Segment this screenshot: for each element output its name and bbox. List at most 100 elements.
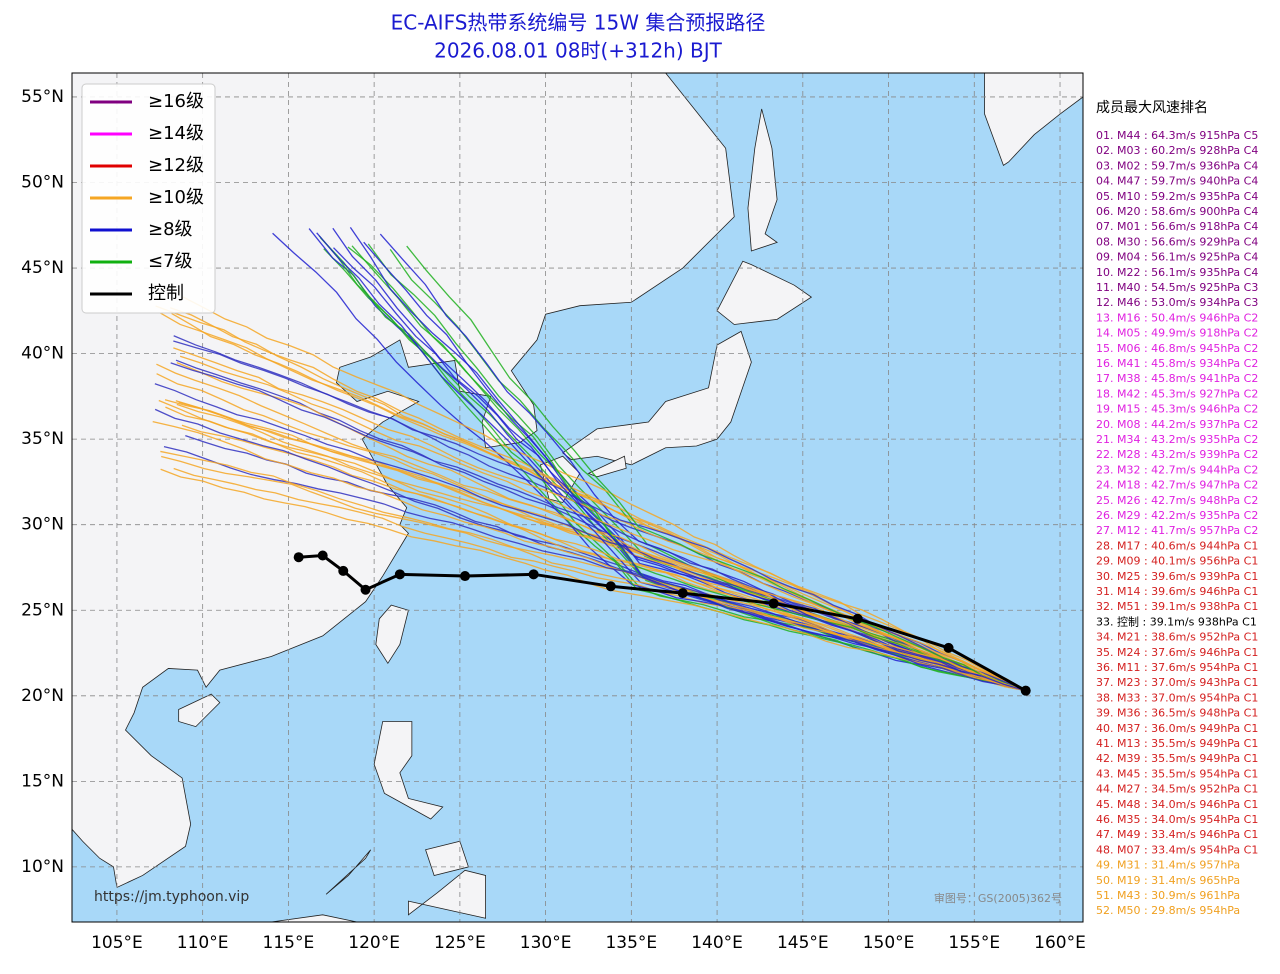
ensemble-track: [170, 307, 1027, 692]
ensemble-track: [351, 245, 1026, 692]
x-tick-label: 110°E: [177, 933, 229, 953]
landmass: [325, 849, 372, 895]
ranking-entry: 30. M25 : 39.6m/s 939hPa C1: [1096, 570, 1258, 583]
legend-label: ≥14级: [148, 123, 204, 144]
ensemble-track: [173, 347, 1026, 692]
ensemble-track: [173, 340, 1026, 692]
ranking-entry: 32. M51 : 39.1m/s 938hPa C1: [1096, 600, 1258, 613]
y-tick-label: 40°N: [21, 344, 64, 364]
x-tick-label: 130°E: [520, 933, 572, 953]
landmass: [562, 330, 752, 466]
ranking-entry: 48. M07 : 33.4m/s 954hPa C1: [1096, 843, 1258, 856]
ranking-entry: 46. M35 : 34.0m/s 954hPa C1: [1096, 813, 1258, 826]
ensemble-track: [333, 247, 1026, 692]
ranking-entry: 40. M37 : 36.0m/s 949hPa C1: [1096, 722, 1258, 735]
control-point: [338, 565, 349, 576]
ranking-entry: 07. M01 : 56.6m/s 918hPa C4: [1096, 220, 1258, 233]
ranking-entry: 20. M08 : 44.2m/s 937hPa C2: [1096, 418, 1258, 431]
ranking-entry: 50. M19 : 31.4m/s 965hPa: [1096, 874, 1240, 887]
ensemble-track: [173, 467, 1026, 692]
ensemble-track: [156, 363, 1027, 692]
x-tick-label: 125°E: [434, 933, 486, 953]
ranking-entry: 22. M28 : 43.2m/s 939hPa C2: [1096, 448, 1258, 461]
ensemble-track: [332, 227, 1026, 692]
ranking-entry: 52. M50 : 29.8m/s 954hPa: [1096, 904, 1240, 917]
y-tick-label: 45°N: [21, 258, 64, 278]
control-point: [293, 552, 304, 563]
y-tick-label: 55°N: [21, 87, 64, 107]
ranking-entry: 31. M14 : 39.6m/s 946hPa C1: [1096, 585, 1258, 598]
y-tick-label: 30°N: [21, 515, 64, 535]
control-point: [677, 588, 688, 599]
x-tick-label: 160°E: [1034, 933, 1086, 953]
ensemble-track: [155, 305, 1026, 692]
ensemble-tracks: [152, 226, 1027, 692]
control-point: [528, 569, 539, 580]
ensemble-track: [272, 232, 1026, 692]
x-tick-label: 150°E: [863, 933, 915, 953]
subtitle: 2026.08.01 08时(+312h) BJT: [434, 39, 723, 63]
ranking-entry: 16. M41 : 45.8m/s 934hPa C2: [1096, 357, 1258, 370]
ranking-entry: 28. M17 : 40.6m/s 944hPa C1: [1096, 539, 1258, 552]
ranking-entry: 21. M34 : 43.2m/s 935hPa C2: [1096, 433, 1258, 446]
ranking-entry: 12. M46 : 53.0m/s 934hPa C3: [1096, 296, 1258, 309]
ranking-entry: 44. M27 : 34.5m/s 952hPa C1: [1096, 783, 1258, 796]
ensemble-track: [349, 226, 1026, 692]
ranking-entry: 14. M05 : 49.9m/s 918hPa C2: [1096, 327, 1258, 340]
ranking-entry: 26. M29 : 42.2m/s 935hPa C2: [1096, 509, 1258, 522]
control-track: [293, 550, 1031, 696]
x-tick-label: 105°E: [91, 933, 143, 953]
legend-label: ≥8级: [148, 219, 193, 240]
ranking-entry: 03. M02 : 59.7m/s 936hPa C4: [1096, 159, 1258, 172]
ranking-entry: 10. M22 : 56.1m/s 935hPa C4: [1096, 266, 1258, 279]
ranking-entry: 33. 控制 : 39.1m/s 938hPa C1: [1096, 614, 1257, 628]
ensemble-track: [406, 245, 1026, 692]
ranking-entry: 35. M24 : 37.6m/s 946hPa C1: [1096, 646, 1258, 659]
y-tick-label: 15°N: [21, 771, 64, 791]
ranking-entry: 51. M43 : 30.9m/s 961hPa: [1096, 889, 1240, 902]
legend-label: 控制: [148, 283, 184, 304]
ranking-entry: 38. M33 : 37.0m/s 954hPa C1: [1096, 691, 1258, 704]
ranking-entry: 24. M18 : 42.7m/s 947hPa C2: [1096, 479, 1258, 492]
approval: 审图号：GS(2005)362号: [934, 891, 1062, 905]
ranking-entry: 18. M42 : 45.3m/s 927hPa C2: [1096, 387, 1258, 400]
control-point: [394, 569, 405, 580]
legend-label: ≥12级: [148, 155, 204, 176]
x-tick-label: 155°E: [948, 933, 1000, 953]
control-point: [768, 598, 779, 609]
ranking-entry: 34. M21 : 38.6m/s 952hPa C1: [1096, 631, 1258, 644]
legend-label: ≥16级: [148, 91, 204, 112]
ranking-entry: 42. M39 : 35.5m/s 949hPa C1: [1096, 752, 1258, 765]
legend-label: ≥10级: [148, 187, 204, 208]
control-point: [317, 550, 328, 561]
y-tick-label: 10°N: [21, 857, 64, 877]
landmass: [747, 108, 778, 252]
ensemble-track: [179, 355, 1026, 692]
y-tick-label: 50°N: [21, 173, 64, 193]
ranking-entry: 17. M38 : 45.8m/s 941hPa C2: [1096, 372, 1258, 385]
y-tick-label: 35°N: [21, 429, 64, 449]
legend-label: ≤7级: [148, 251, 193, 272]
ranking-entry: 04. M47 : 59.7m/s 940hPa C4: [1096, 175, 1258, 188]
control-point: [943, 642, 954, 653]
ensemble-track: [181, 424, 1026, 692]
frame: [71, 72, 1084, 923]
ranking-entry: 13. M16 : 50.4m/s 946hPa C2: [1096, 311, 1258, 324]
source: https://jm.typhoon.vip: [94, 889, 249, 905]
ranking-entry: 37. M23 : 37.0m/s 943hPa C1: [1096, 676, 1258, 689]
ranking-entry: 29. M09 : 40.1m/s 956hPa C1: [1096, 555, 1258, 568]
landmass: [178, 693, 221, 728]
ranking-entry: 43. M45 : 35.5m/s 954hPa C1: [1096, 767, 1258, 780]
ranking-entry: 49. M31 : 31.4m/s 957hPa: [1096, 859, 1240, 872]
title: EC-AIFS热带系统编号 15W 集合预报路径: [391, 11, 766, 35]
landmass: [408, 869, 486, 919]
ranking-entry: 23. M32 : 42.7m/s 944hPa C2: [1096, 463, 1258, 476]
land: [72, 73, 1083, 922]
landmass: [271, 914, 358, 922]
control-point: [852, 613, 863, 624]
landmass: [373, 721, 444, 820]
ranking-entry: 02. M03 : 60.2m/s 928hPa C4: [1096, 144, 1258, 157]
y-tick-label: 25°N: [21, 600, 64, 620]
ranking-entry: 01. M44 : 64.3m/s 915hPa C5: [1096, 129, 1258, 142]
